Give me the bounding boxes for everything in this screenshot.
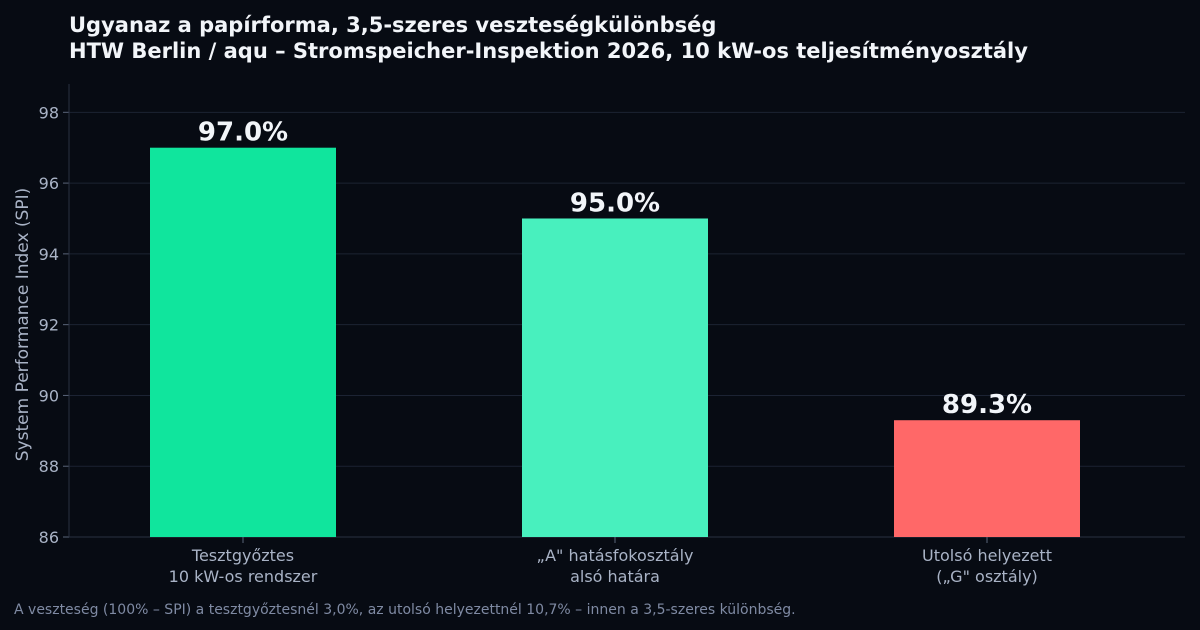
y-tick-label: 94: [39, 245, 59, 264]
y-axis-title: System Performance Index (SPI): [13, 188, 33, 461]
labels: 86 88 90 92 94 96 98 97.0% Tesztgyőztes 10 kW-os …: [39, 103, 1052, 586]
y-tick-label: 92: [39, 316, 59, 335]
y-tick-label: 86: [39, 528, 59, 547]
x-tick-label: 10 kW-os rendszer: [169, 567, 318, 586]
x-tick-label: („G" osztály): [936, 567, 1038, 586]
y-tick-label: 90: [39, 386, 59, 405]
y-tick-label: 96: [39, 174, 59, 193]
x-tick-label: alsó határa: [570, 567, 660, 586]
x-tick-label: Utolsó helyezett: [922, 546, 1052, 565]
bar: [150, 147, 336, 537]
bar: [894, 420, 1080, 537]
chart-title: Ugyanaz a papírforma, 3,5-szeres vesztes…: [69, 12, 1028, 64]
bars: [150, 147, 1080, 537]
footnote: A veszteség (100% – SPI) a tesztgyőztesn…: [14, 602, 796, 618]
data-label: 97.0%: [198, 118, 288, 148]
x-tick-label: „A" hatásfokosztály: [537, 546, 694, 565]
data-label: 89.3%: [942, 390, 1032, 420]
y-tick-label: 88: [39, 457, 59, 476]
x-tick-label: Tesztgyőztes: [191, 546, 294, 565]
chart-title-line-2: HTW Berlin / aqu – Stromspeicher-Inspekt…: [69, 39, 1028, 63]
bar: [522, 218, 708, 537]
data-label: 95.0%: [570, 188, 660, 218]
chart-title-line-1: Ugyanaz a papírforma, 3,5-szeres vesztes…: [69, 13, 717, 37]
y-tick-label: 98: [39, 103, 59, 122]
